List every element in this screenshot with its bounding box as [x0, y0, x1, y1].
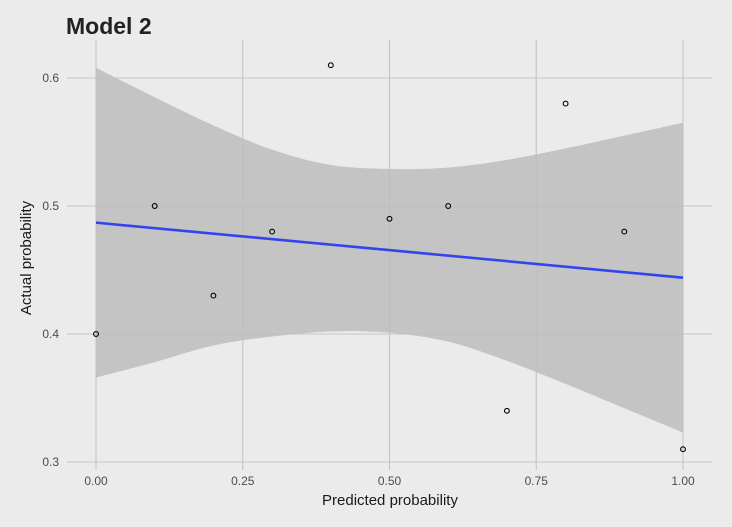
data-point-3 — [269, 228, 276, 235]
x-tick-label-4: 1.00 — [671, 474, 695, 488]
x-tick-label-0: 0.00 — [84, 474, 108, 488]
data-point-5 — [386, 215, 393, 222]
data-point-2 — [210, 292, 217, 299]
x-axis-title: Predicted probability — [322, 492, 458, 509]
x-tick-label-3: 0.75 — [525, 474, 549, 488]
data-point-1 — [151, 203, 158, 209]
data-point-0 — [93, 331, 99, 337]
data-point-7 — [503, 407, 510, 414]
y-tick-label-1: 0.4 — [42, 327, 59, 341]
regression-line — [95, 221, 684, 279]
data-point-8 — [562, 100, 569, 107]
data-point-9 — [621, 228, 628, 235]
x-tick-label-1: 0.25 — [231, 474, 255, 488]
data-point-6 — [445, 203, 452, 209]
y-tick-label-0: 0.3 — [42, 455, 59, 469]
fit-line-layer — [95, 221, 684, 279]
points-layer — [93, 62, 686, 453]
chart-title: Model 2 — [66, 13, 152, 39]
data-point-4 — [327, 62, 334, 69]
data-point-10 — [680, 446, 686, 453]
x-tick-label-2: 0.50 — [378, 474, 402, 488]
y-tick-label-3: 0.6 — [42, 71, 59, 85]
y-tick-label-2: 0.5 — [42, 199, 59, 213]
tick-labels-layer: 0.00 0.25 0.50 0.75 1.00 0.3 0.4 0.5 0.6 — [42, 71, 695, 488]
y-axis-title: Actual probability — [18, 200, 35, 315]
